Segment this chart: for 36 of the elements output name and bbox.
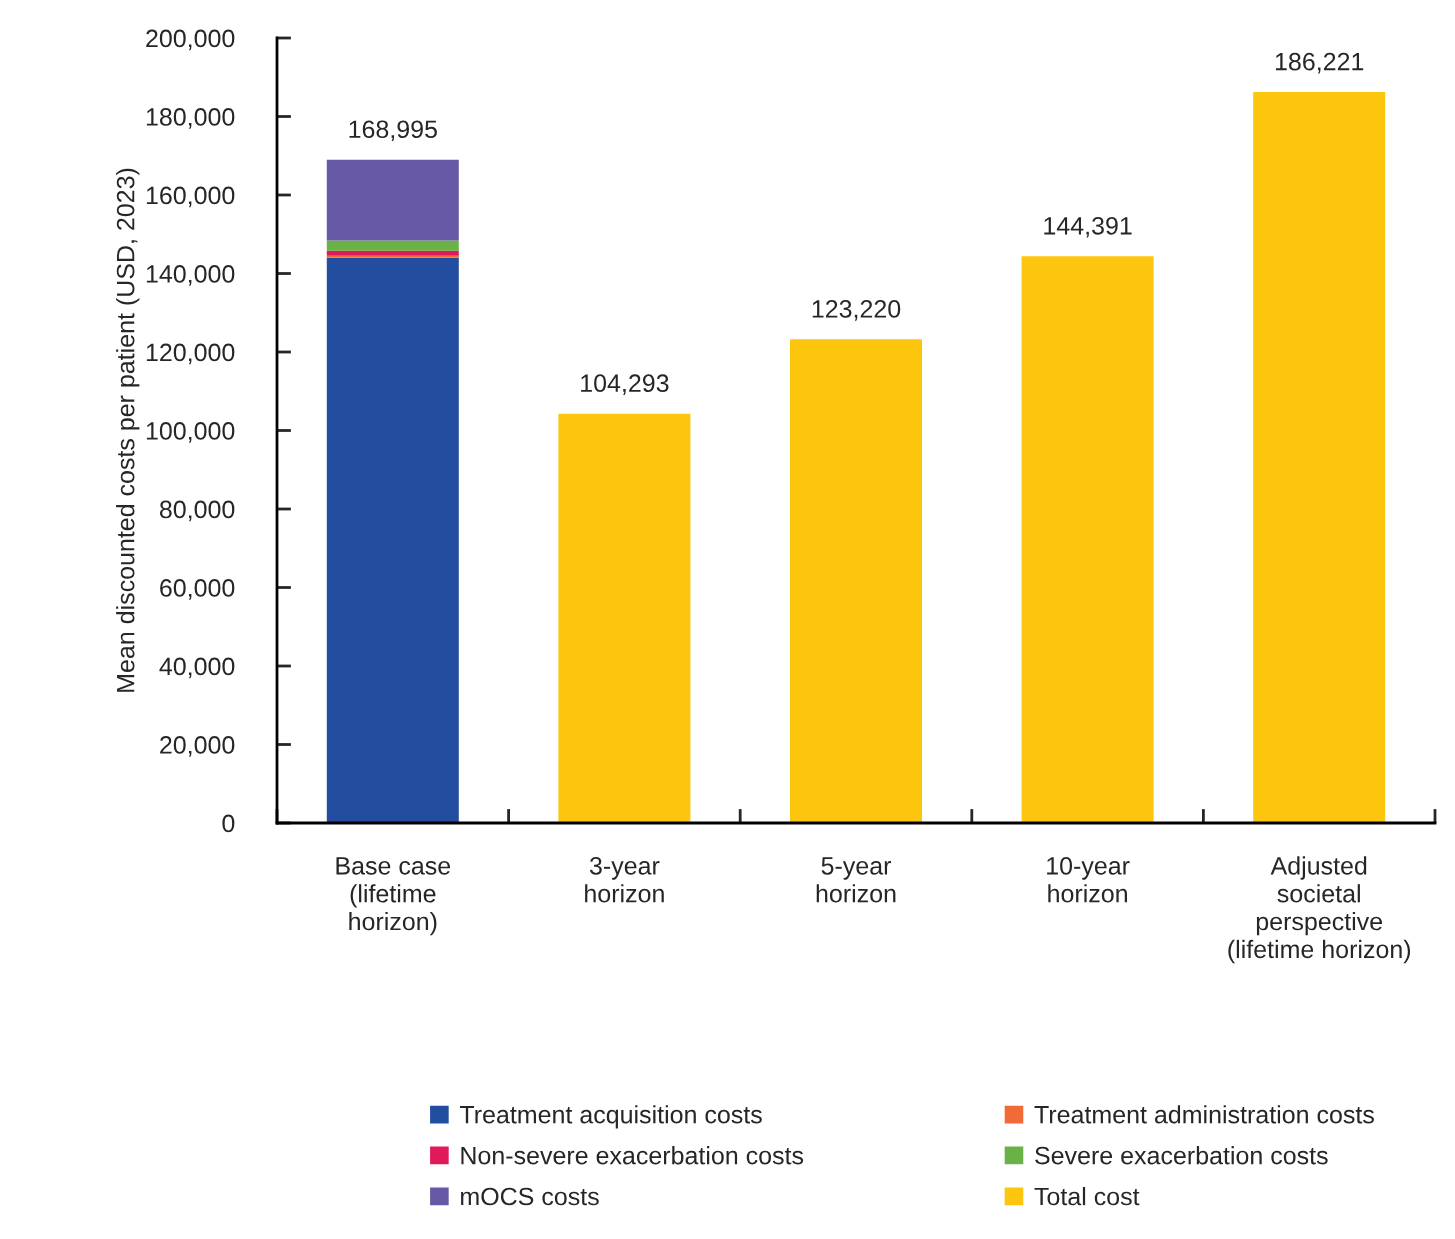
legend-label: Severe exacerbation costs [1035,1146,1328,1165]
bar [558,413,691,823]
legend-label: Non-severe exacerbation costs [461,1146,804,1165]
bar [326,159,459,241]
y-tick-label: 160,000 [146,186,235,208]
x-tick-label: Adjusted societal perspective (lifetime horizon) [1228,856,1411,964]
legend-label: Total cost [1034,1187,1140,1206]
x-tick-label: 3-year horizon [585,856,664,903]
x-tick-label: 10-year horizon [1047,856,1130,903]
y-tick-label: 40,000 [159,657,235,679]
bar [326,250,459,256]
y-tick-label: 80,000 [159,500,235,522]
total-label: 144,391 [1044,216,1132,238]
x-tick-label: Base case (lifetime horizon) [336,857,451,936]
legend-label: Treatment acquisition costs [459,1105,762,1129]
y-tick-label: 120,000 [146,343,235,365]
y-tick-label: 0 [222,814,235,833]
legend-label: Treatment administration costs [1034,1105,1374,1124]
y-tick-label: 100,000 [146,422,235,443]
bar [326,240,459,251]
bar [1253,92,1386,823]
total-label: 123,220 [812,300,901,321]
bar [1021,256,1154,823]
y-axis-title: Mean discounted costs per patient (USD, 2023) [116,168,140,692]
y-tick-label: 200,000 [146,29,235,51]
total-label: 104,293 [581,374,669,395]
total-label: 168,995 [349,120,437,142]
y-tick-label: 140,000 [146,265,235,286]
y-tick-label: 180,000 [146,108,235,129]
y-tick-label: 60,000 [160,579,235,600]
legend-label: mOCS costs [461,1187,599,1206]
bar [789,339,923,823]
total-label: 186,221 [1275,52,1364,74]
y-tick-label: 20,000 [160,736,235,757]
bar [326,257,459,823]
x-tick-label: 5-year horizon [816,857,896,903]
